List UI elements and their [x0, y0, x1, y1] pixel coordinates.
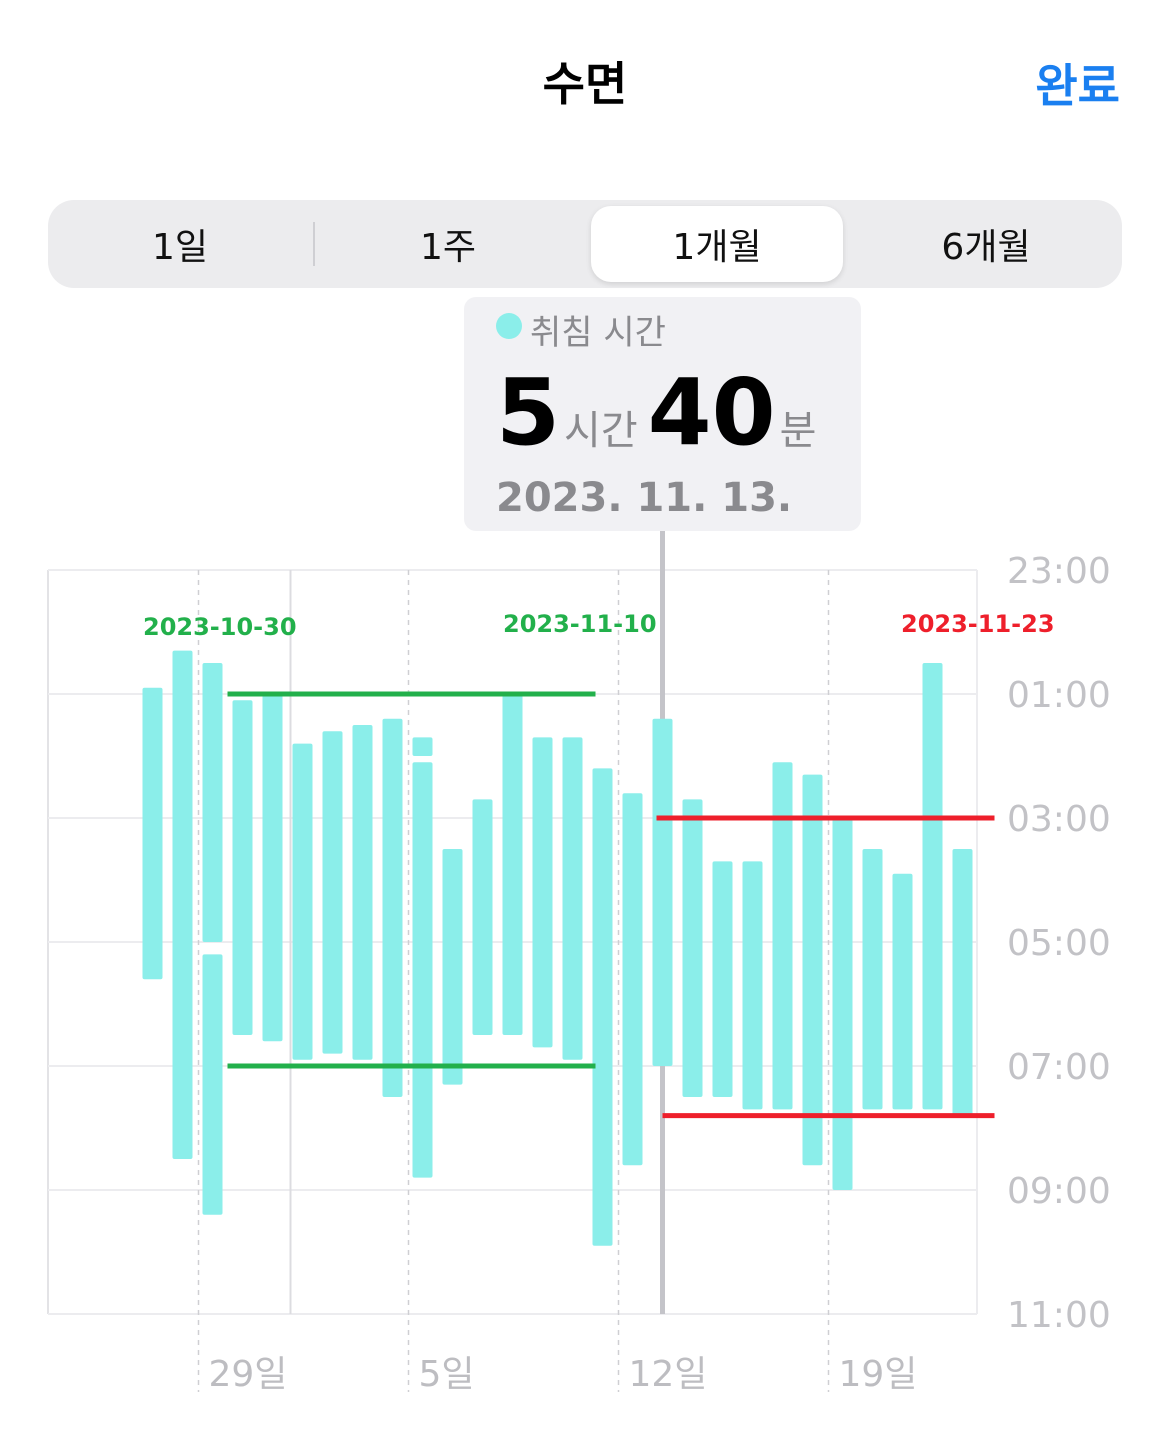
tooltip-minutes-unit: 분: [779, 408, 817, 454]
sleep-bar: [352, 725, 373, 1060]
x-tick-label: 5일: [419, 1354, 475, 1395]
sleep-bar: [202, 663, 223, 942]
sleep-bar: [202, 954, 223, 1215]
annotation-label: 2023-11-10: [503, 610, 657, 638]
y-tick-label: 01:00: [1007, 675, 1111, 716]
period-segmented-control: 1일 1주 1개월 6개월: [48, 200, 1122, 288]
tooltip-minutes: 40: [647, 359, 776, 466]
sleep-bar: [922, 663, 943, 1110]
sleep-bar: [232, 700, 253, 1035]
legend-dot-icon: [496, 313, 522, 339]
sleep-bar: [562, 737, 583, 1060]
sleep-bar: [502, 694, 523, 1035]
y-tick-label: 07:00: [1007, 1047, 1111, 1088]
sleep-bar: [412, 762, 433, 1178]
y-tick-label: 03:00: [1007, 799, 1111, 840]
sleep-bar: [772, 762, 793, 1110]
annotation-label: 2023-10-30: [143, 613, 297, 641]
segment-1-day[interactable]: 1일: [151, 227, 209, 268]
sleep-bar: [472, 799, 493, 1035]
sleep-bar: [862, 849, 883, 1110]
sleep-bar: [832, 818, 853, 1190]
sleep-bar: [142, 687, 163, 980]
sleep-bar: [592, 768, 613, 1246]
tooltip-value: 5 시간 40 분: [496, 359, 826, 466]
sleep-bar: [262, 694, 283, 1042]
sleep-bar: [382, 718, 403, 1097]
x-tick-label: 19일: [839, 1354, 918, 1395]
segment-1-week[interactable]: 1주: [419, 227, 477, 268]
sleep-bar: [712, 861, 733, 1097]
segment-6-months[interactable]: 6개월: [941, 227, 1031, 268]
y-tick-label: 05:00: [1007, 923, 1111, 964]
sleep-bar: [292, 743, 313, 1060]
sleep-bar: [322, 731, 343, 1054]
sleep-bar: [742, 861, 763, 1110]
done-button[interactable]: 완료: [1035, 59, 1120, 113]
tooltip-hours: 5: [496, 359, 561, 466]
sleep-bar: [952, 849, 973, 1116]
sleep-bar: [172, 650, 193, 1159]
x-tick-label: 29일: [209, 1354, 288, 1395]
sleep-bar: [652, 718, 673, 1066]
sleep-bar: [892, 873, 913, 1110]
sleep-bar: [682, 799, 703, 1097]
x-tick-label: 12일: [629, 1354, 708, 1395]
page-title: 수면: [542, 57, 628, 111]
annotation-label: 2023-11-23: [901, 610, 1055, 638]
y-tick-label: 09:00: [1007, 1171, 1111, 1212]
sleep-bar: [442, 849, 463, 1085]
y-tick-label: 23:00: [1007, 551, 1111, 592]
sleep-bar: [412, 737, 433, 756]
tooltip-hours-unit: 시간: [564, 408, 638, 454]
sleep-bar: [532, 737, 553, 1048]
sleep-bar: [622, 793, 643, 1166]
segment-1-month[interactable]: 1개월: [591, 206, 843, 282]
tooltip-date: 2023. 11. 13.: [496, 475, 793, 521]
y-tick-label: 11:00: [1007, 1295, 1111, 1336]
selection-tooltip: 취침 시간 5 시간 40 분 2023. 11. 13.: [464, 297, 861, 531]
segment-divider: [313, 222, 315, 266]
sleep-bar: [802, 774, 823, 1166]
tooltip-label: 취침 시간: [530, 313, 666, 353]
